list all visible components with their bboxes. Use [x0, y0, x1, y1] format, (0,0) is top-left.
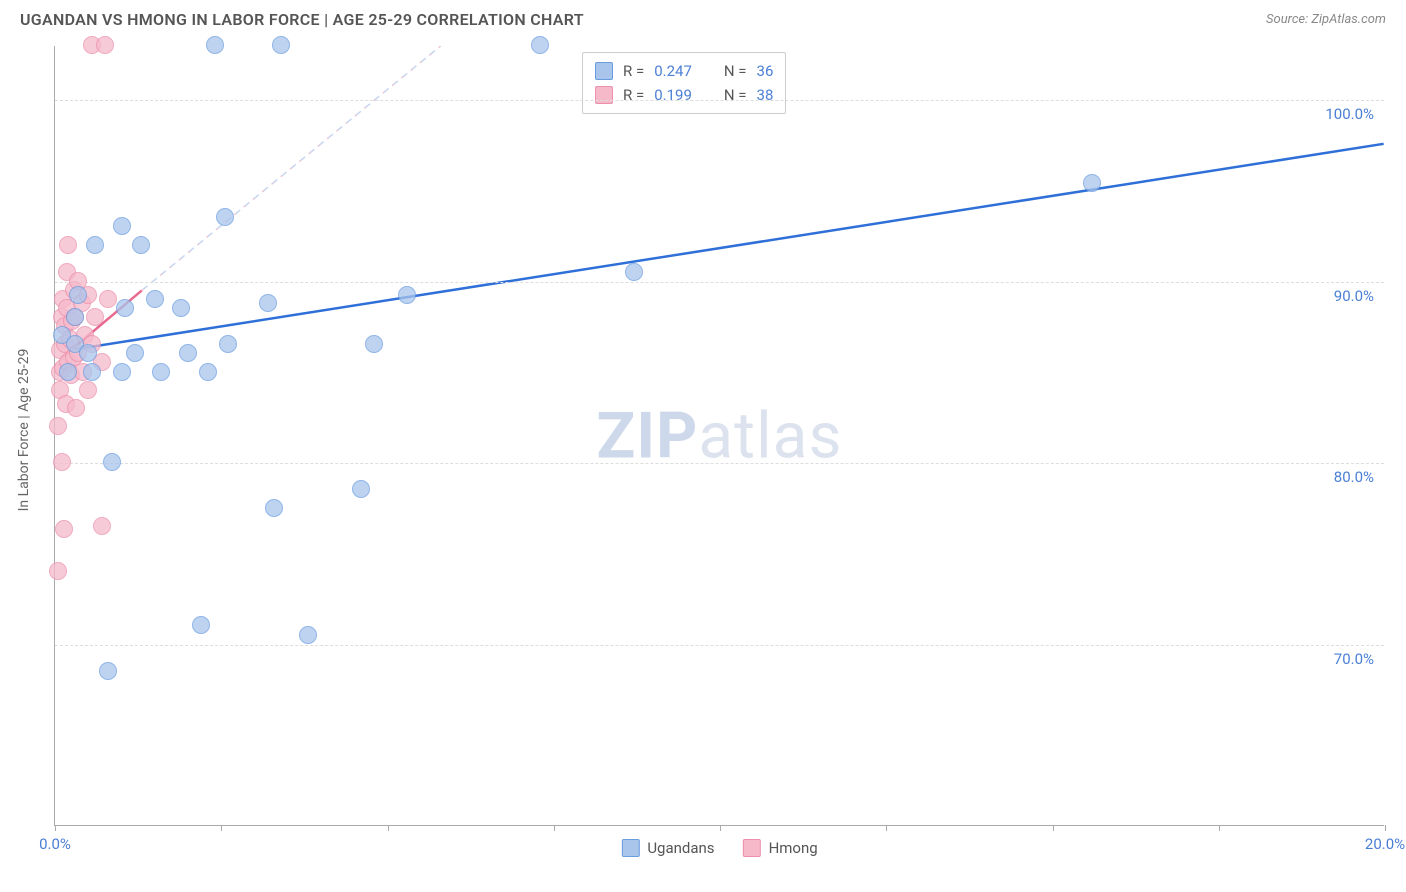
x-tick [1219, 825, 1220, 831]
y-axis-title: In Labor Force | Age 25-29 [16, 349, 32, 512]
data-point [113, 363, 131, 381]
data-point [103, 453, 121, 471]
data-point [152, 363, 170, 381]
data-point [86, 308, 104, 326]
data-point [93, 517, 111, 535]
legend: Ugandans Hmong [621, 839, 817, 857]
data-point [192, 616, 210, 634]
data-point [365, 335, 383, 353]
x-tick [720, 825, 721, 831]
data-point [272, 36, 290, 54]
chart-title: UGANDAN VS HMONG IN LABOR FORCE | AGE 25… [20, 10, 584, 29]
x-tick [55, 825, 56, 831]
data-point [99, 290, 117, 308]
x-tick [554, 825, 555, 831]
scatter-plot: ZIPatlas R = 0.247 N = 36 R = 0.199 N = … [54, 46, 1384, 826]
y-tick-label: 80.0% [1334, 468, 1374, 486]
stat-row-ugandans: R = 0.247 N = 36 [595, 59, 773, 83]
data-point [352, 480, 370, 498]
legend-label-ugandans: Ugandans [647, 839, 714, 857]
x-tick-label: 20.0% [1365, 835, 1405, 853]
data-point [132, 236, 150, 254]
stat-n-value-hmong: 38 [757, 83, 774, 107]
y-tick-label: 90.0% [1334, 287, 1374, 305]
data-point [67, 399, 85, 417]
stat-r-value-hmong: 0.199 [654, 83, 692, 107]
x-tick [886, 825, 887, 831]
data-point [53, 453, 71, 471]
data-point [126, 344, 144, 362]
data-point [113, 217, 131, 235]
legend-swatch-hmong [743, 839, 761, 857]
x-tick [388, 825, 389, 831]
data-point [116, 299, 134, 317]
data-point [219, 335, 237, 353]
stat-r-label: R = [623, 83, 644, 107]
data-point [83, 363, 101, 381]
data-point [625, 263, 643, 281]
data-point [179, 344, 197, 362]
data-point [69, 286, 87, 304]
swatch-ugandans [595, 62, 613, 80]
y-tick-label: 100.0% [1325, 105, 1374, 123]
stat-n-label: N = [724, 59, 747, 83]
data-point [55, 520, 73, 538]
gridline [55, 463, 1384, 464]
data-point [86, 236, 104, 254]
gridline [55, 645, 1384, 646]
data-point [59, 236, 77, 254]
x-tick [1385, 825, 1386, 831]
data-point [59, 363, 77, 381]
x-tick [1053, 825, 1054, 831]
stat-r-value-ugandans: 0.247 [654, 59, 692, 83]
data-point [99, 662, 117, 680]
source-attribution: Source: ZipAtlas.com [1266, 12, 1386, 27]
gridline [55, 282, 1384, 283]
x-tick-label: 0.0% [39, 835, 71, 853]
data-point [79, 381, 97, 399]
data-point [265, 499, 283, 517]
stat-n-label: N = [724, 83, 747, 107]
data-point [398, 286, 416, 304]
data-point [199, 363, 217, 381]
data-point [1083, 174, 1101, 192]
data-point [216, 208, 234, 226]
legend-label-hmong: Hmong [769, 839, 818, 857]
legend-swatch-ugandans [621, 839, 639, 857]
gridline [55, 100, 1384, 101]
data-point [172, 299, 190, 317]
data-point [79, 344, 97, 362]
correlation-stats-box: R = 0.247 N = 36 R = 0.199 N = 38 [582, 52, 786, 114]
trend-lines [55, 46, 1384, 825]
data-point [259, 294, 277, 312]
stat-row-hmong: R = 0.199 N = 38 [595, 83, 773, 107]
data-point [299, 626, 317, 644]
legend-item-hmong: Hmong [743, 839, 818, 857]
stat-r-label: R = [623, 59, 644, 83]
data-point [206, 36, 224, 54]
x-tick [221, 825, 222, 831]
watermark: ZIPatlas [597, 398, 843, 473]
legend-item-ugandans: Ugandans [621, 839, 714, 857]
data-point [49, 417, 67, 435]
data-point [531, 36, 549, 54]
data-point [66, 308, 84, 326]
y-tick-label: 70.0% [1334, 650, 1374, 668]
data-point [96, 36, 114, 54]
data-point [49, 562, 67, 580]
data-point [146, 290, 164, 308]
stat-n-value-ugandans: 36 [757, 59, 774, 83]
